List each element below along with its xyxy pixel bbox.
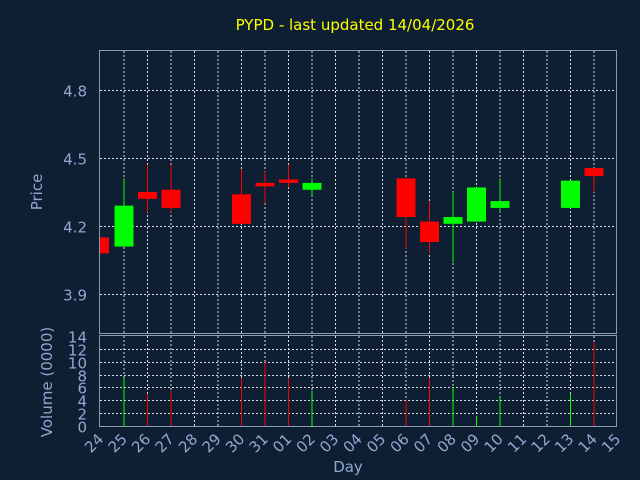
volume-tick-label: 0: [77, 419, 87, 437]
x-tick-label: 13: [551, 430, 577, 456]
volume-tick-label: 12: [68, 342, 87, 360]
candle-body: [279, 179, 298, 183]
x-tick-label: 11: [504, 430, 530, 456]
x-tick-label: 30: [222, 430, 248, 456]
x-tick-label: 25: [105, 430, 131, 456]
candle-body: [420, 221, 439, 243]
candle-body: [100, 237, 109, 254]
candle-body: [232, 194, 251, 224]
price-panel-frame: [99, 50, 617, 334]
x-tick-label: 31: [246, 430, 272, 456]
candle-body: [302, 182, 322, 190]
chart-title: PYPD - last updated 14/04/2026: [236, 16, 475, 34]
x-tick-label: 10: [481, 430, 507, 456]
x-tick-label: 09: [457, 430, 483, 456]
x-tick-label: 26: [128, 430, 154, 456]
candle-body: [490, 201, 510, 208]
candle-body: [584, 168, 604, 177]
x-tick-label: 08: [434, 430, 460, 456]
x-tick-label: 12: [528, 430, 554, 456]
volume-panel-frame: [99, 335, 617, 427]
price-tick-label: 4.2: [63, 219, 87, 237]
volume-tick-label: 10: [68, 355, 87, 373]
grid-layer: [100, 51, 616, 426]
candle-body: [443, 217, 463, 224]
wick-layer: [100, 164, 595, 263]
x-tick-label: 27: [152, 430, 178, 456]
candle-body: [138, 192, 157, 199]
volume-tick-label: 6: [77, 380, 87, 398]
x-tick-label: 02: [293, 430, 319, 456]
x-tick-label: 01: [269, 430, 295, 456]
body-layer: [100, 168, 604, 254]
candle-body: [255, 182, 275, 187]
x-tick-label: 29: [199, 430, 225, 456]
candle-body: [114, 205, 134, 247]
x-tick-label: 04: [340, 430, 366, 456]
price-tick-label: 3.9: [63, 287, 87, 305]
price-axis-label: Price: [28, 174, 46, 211]
x-tick-labels: 2425262728293031010203040506070809101112…: [81, 430, 624, 456]
x-tick-label: 14: [575, 430, 601, 456]
volume-layer: [123, 342, 595, 426]
volume-axis-label: Volume (0000): [38, 327, 56, 437]
candle-body: [396, 178, 416, 218]
price-tick-label: 4.5: [63, 151, 87, 169]
price-tick-label: 4.8: [63, 83, 87, 101]
price-tick-labels: 3.9 4.2 4.5 4.8: [63, 83, 87, 305]
candle-body: [467, 187, 486, 222]
x-tick-label: 28: [175, 430, 201, 456]
volume-tick-label: 4: [77, 393, 87, 411]
x-tick-label: 15: [598, 430, 624, 456]
x-axis-label: Day: [333, 458, 363, 476]
candle-body: [561, 180, 580, 208]
x-tick-label: 03: [316, 430, 342, 456]
volume-tick-label: 14: [68, 329, 87, 347]
x-tick-label: 07: [410, 430, 436, 456]
x-tick-label: 06: [387, 430, 413, 456]
volume-tick-label: 8: [77, 368, 87, 386]
volume-tick-label: 2: [77, 406, 87, 424]
candle-body: [161, 189, 181, 208]
x-tick-label: 05: [363, 430, 389, 456]
